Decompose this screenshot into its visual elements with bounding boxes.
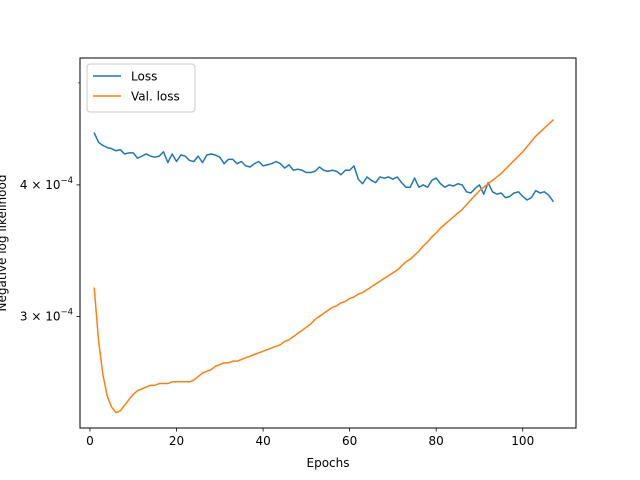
x-tick-label: 60 <box>342 434 357 448</box>
y-tick-label: 4 × 10−4 <box>20 176 73 192</box>
x-tick-label: 20 <box>169 434 184 448</box>
plot-frame <box>79 57 577 429</box>
x-axis-label: Epochs <box>307 456 350 470</box>
series-line-0 <box>93 132 555 203</box>
series-layer <box>93 118 555 414</box>
x-tick-label: 100 <box>511 434 534 448</box>
legend-label: Loss <box>131 70 157 84</box>
x-axis: 0 20 40 60 80 100 <box>86 428 534 448</box>
x-tick-label: 80 <box>429 434 444 448</box>
legend: Loss Val. loss <box>86 63 196 113</box>
series-line-1 <box>93 118 555 414</box>
y-axis: 3 × 10−4 4 × 10−4 <box>20 82 80 323</box>
x-tick-label: 0 <box>86 434 94 448</box>
x-tick-label: 40 <box>255 434 270 448</box>
legend-label: Val. loss <box>131 90 180 104</box>
y-tick-label: 3 × 10−4 <box>20 307 73 323</box>
y-axis-label: Negative log likelihood <box>0 175 9 312</box>
